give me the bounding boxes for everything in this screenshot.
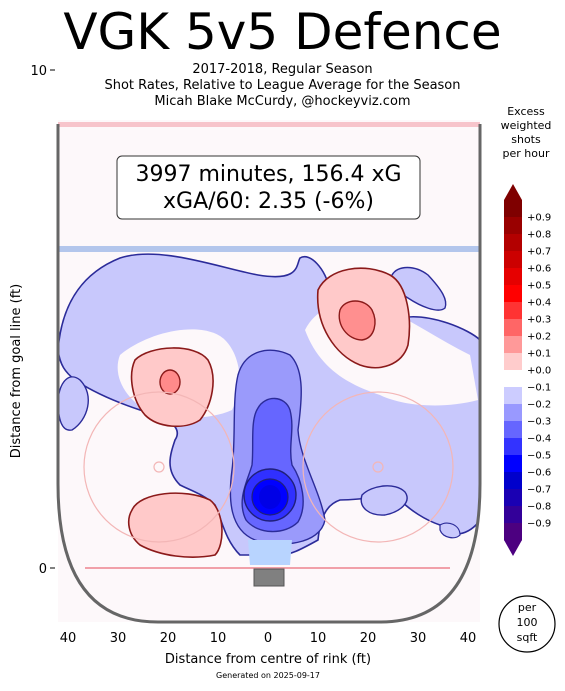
heatmap-region-negative bbox=[439, 522, 461, 539]
heatmap-region-positive-core bbox=[159, 369, 181, 395]
colorbar-tick-label: −0.9 bbox=[527, 519, 551, 530]
x-tick-label: 20 bbox=[360, 631, 377, 646]
colorbar-tick-label: −0.1 bbox=[527, 383, 551, 394]
x-axis-label: Distance from centre of rink (ft) bbox=[165, 652, 371, 667]
colorbar-tick-label: −0.8 bbox=[527, 502, 551, 513]
heatmap-region-negative-core bbox=[259, 485, 281, 509]
y-tick-label: 10 bbox=[30, 64, 47, 79]
colorbar-extend-bottom bbox=[504, 540, 522, 556]
colorbar-block bbox=[504, 370, 522, 388]
faceoff-circle-left bbox=[83, 391, 235, 543]
colorbar-block bbox=[504, 489, 522, 507]
y-axis-label: Distance from goal line (ft) bbox=[9, 284, 24, 458]
colorbar-title-line: weighted bbox=[500, 119, 552, 132]
unit-badge-circle bbox=[498, 595, 556, 653]
colorbar-block bbox=[504, 336, 522, 354]
x-tick-label: 0 bbox=[264, 631, 272, 646]
colorbar-tick-label: −0.3 bbox=[527, 417, 551, 428]
colorbar-block bbox=[504, 404, 522, 422]
colorbar-tick-label: −0.7 bbox=[527, 485, 551, 496]
unit-badge-line: 100 bbox=[517, 616, 538, 629]
annotation-minutes-xg: 3997 minutes, 156.4 xG bbox=[135, 162, 401, 187]
colorbar-block bbox=[504, 217, 522, 235]
x-tick-label: 30 bbox=[110, 631, 127, 646]
colorbar-block bbox=[504, 421, 522, 439]
colorbar-block bbox=[504, 319, 522, 337]
heatmap-crease-tint bbox=[248, 540, 292, 565]
x-tick-label: 40 bbox=[60, 631, 77, 646]
colorbar-tick-label: +0.6 bbox=[527, 264, 551, 275]
colorbar-tick-label: −0.2 bbox=[527, 400, 551, 411]
goal-net bbox=[253, 568, 285, 587]
colorbar-block bbox=[504, 251, 522, 269]
colorbar-block bbox=[504, 234, 522, 252]
colorbar-block bbox=[504, 506, 522, 524]
faceoff-dot-left bbox=[153, 461, 165, 473]
heatmap-region-negative bbox=[360, 485, 408, 516]
colorbar-tick-label: +0.4 bbox=[527, 298, 551, 309]
colorbar-tick-label: +0.7 bbox=[527, 247, 551, 258]
colorbar-block bbox=[504, 268, 522, 286]
colorbar-block bbox=[504, 353, 522, 371]
chart-subtitle-season: 2017-2018, Regular Season bbox=[192, 62, 373, 77]
chart-subtitle-description: Shot Rates, Relative to League Average f… bbox=[104, 78, 461, 93]
unit-badge: per 100 sqft bbox=[498, 595, 556, 653]
x-tick-label: 10 bbox=[210, 631, 227, 646]
x-tick-label: 40 bbox=[460, 631, 477, 646]
colorbar-block bbox=[504, 472, 522, 490]
colorbar-tick-label: +0.5 bbox=[527, 281, 551, 292]
unit-badge-line: per bbox=[518, 601, 537, 614]
x-axis: 40 30 20 10 0 10 20 30 40 Distance from centre o… bbox=[60, 631, 477, 667]
colorbar-tick-label: +0.3 bbox=[527, 315, 551, 326]
colorbar-tick-label: +0.0 bbox=[527, 366, 551, 377]
colorbar-tick-label: −0.6 bbox=[527, 468, 551, 479]
rink-boards bbox=[56, 124, 482, 624]
colorbar: +0.9 +0.8 +0.7 +0.6 +0.5 +0.4 +0.3 +0.2 +0.1 +0.0… bbox=[504, 184, 551, 556]
unit-badge-line: sqft bbox=[517, 631, 538, 644]
colorbar-block bbox=[504, 285, 522, 303]
blue-line bbox=[58, 246, 480, 252]
annotation-box bbox=[116, 155, 421, 220]
colorbar-tick-label: +0.1 bbox=[527, 349, 551, 360]
colorbar-block bbox=[504, 438, 522, 456]
colorbar-title: Excess weighted shots per hour bbox=[490, 105, 562, 161]
heatmap-region-negative bbox=[58, 376, 89, 431]
chart-subtitle-author: Micah Blake McCurdy, @hockeyviz.com bbox=[154, 94, 411, 109]
heatmap-region-positive-core bbox=[338, 300, 376, 341]
annotation-xga60: xGA/60: 2.35 (-6%) bbox=[163, 189, 374, 214]
x-tick-label: 20 bbox=[160, 631, 177, 646]
y-tick-label: 0 bbox=[39, 562, 47, 577]
colorbar-block bbox=[504, 523, 522, 541]
colorbar-tick-label: −0.5 bbox=[527, 451, 551, 462]
colorbar-extend-top bbox=[504, 184, 522, 200]
colorbar-tick-label: +0.2 bbox=[527, 332, 551, 343]
colorbar-block bbox=[504, 302, 522, 320]
x-tick-label: 10 bbox=[310, 631, 327, 646]
colorbar-tick-label: +0.9 bbox=[527, 213, 551, 224]
x-tick-label: 30 bbox=[410, 631, 427, 646]
faceoff-circle-right bbox=[302, 391, 454, 543]
colorbar-tick-label: −0.4 bbox=[527, 434, 551, 445]
heatmap-layer bbox=[58, 253, 480, 565]
chart-title: VGK 5v5 Defence bbox=[63, 3, 502, 61]
red-line-top bbox=[58, 122, 480, 127]
colorbar-block bbox=[504, 387, 522, 405]
faceoff-dot-right bbox=[372, 461, 384, 473]
y-axis: 0102030405060708090 Distance from goal l… bbox=[9, 64, 55, 577]
colorbar-title-line: shots bbox=[511, 133, 541, 146]
colorbar-title-line: Excess bbox=[507, 105, 545, 118]
colorbar-tick-label: +0.8 bbox=[527, 230, 551, 241]
colorbar-block bbox=[504, 455, 522, 473]
footer-generated: Generated on 2025-09-17 bbox=[216, 671, 320, 680]
colorbar-title-line: per hour bbox=[502, 147, 550, 160]
colorbar-block bbox=[504, 200, 522, 218]
